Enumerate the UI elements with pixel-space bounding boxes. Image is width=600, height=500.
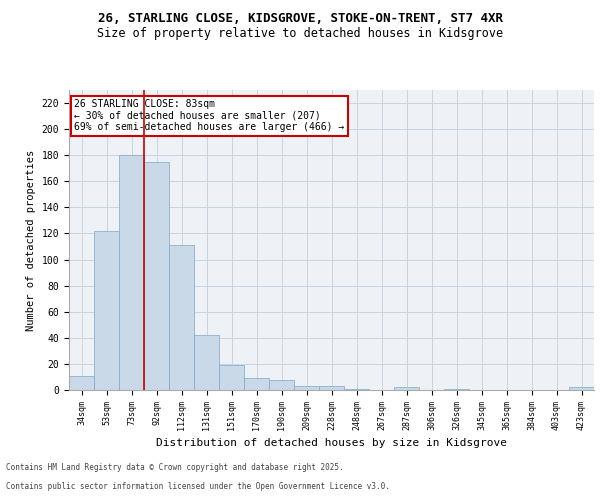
Bar — [394, 388, 419, 390]
Bar — [69, 376, 94, 390]
Bar — [344, 388, 369, 390]
Bar — [319, 386, 344, 390]
Bar — [119, 155, 144, 390]
Text: 26 STARLING CLOSE: 83sqm
← 30% of detached houses are smaller (207)
69% of semi-: 26 STARLING CLOSE: 83sqm ← 30% of detach… — [74, 99, 344, 132]
Text: Size of property relative to detached houses in Kidsgrove: Size of property relative to detached ho… — [97, 28, 503, 40]
Bar — [444, 388, 469, 390]
X-axis label: Distribution of detached houses by size in Kidsgrove: Distribution of detached houses by size … — [156, 438, 507, 448]
Bar — [94, 231, 119, 390]
Bar — [244, 378, 269, 390]
Bar — [294, 386, 319, 390]
Bar — [169, 245, 194, 390]
Bar — [194, 335, 219, 390]
Bar — [569, 388, 594, 390]
Bar — [269, 380, 294, 390]
Text: 26, STARLING CLOSE, KIDSGROVE, STOKE-ON-TRENT, ST7 4XR: 26, STARLING CLOSE, KIDSGROVE, STOKE-ON-… — [97, 12, 503, 26]
Bar — [219, 365, 244, 390]
Bar — [144, 162, 169, 390]
Text: Contains HM Land Registry data © Crown copyright and database right 2025.: Contains HM Land Registry data © Crown c… — [6, 464, 344, 472]
Text: Contains public sector information licensed under the Open Government Licence v3: Contains public sector information licen… — [6, 482, 390, 491]
Y-axis label: Number of detached properties: Number of detached properties — [26, 150, 36, 330]
